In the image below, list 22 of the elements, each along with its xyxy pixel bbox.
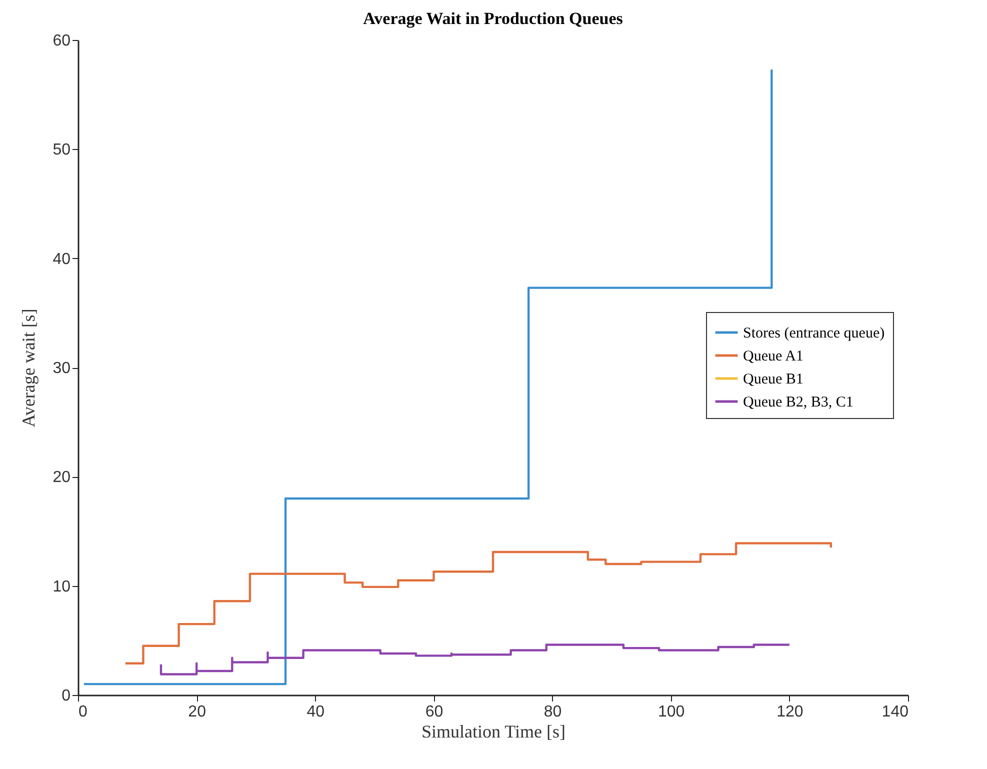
y-tick-label: 40 — [52, 250, 71, 268]
x-tick-label: 40 — [306, 704, 325, 720]
chart-title: Average Wait in Production Queues — [363, 9, 624, 28]
x-tick-label: 120 — [776, 704, 804, 720]
x-tick-label: 60 — [425, 704, 444, 720]
x-tick-label: 0 — [78, 704, 88, 720]
x-tick-label: 20 — [188, 704, 206, 720]
x-axis-title: Simulation Time [s] — [421, 722, 566, 742]
x-tick-label: 100 — [658, 704, 685, 720]
y-tick-label: 20 — [52, 469, 71, 486]
y-tick-label: 10 — [52, 578, 71, 596]
legend-label: Queue B2, B3, C1 — [743, 394, 854, 410]
legend-label: Queue B1 — [743, 372, 804, 388]
x-tick-label: 80 — [544, 704, 562, 720]
x-tick-label: 140 — [882, 704, 909, 720]
y-tick-label: 0 — [62, 688, 71, 704]
y-tick-label: 30 — [52, 360, 71, 377]
y-axis-title: Average wait [s] — [18, 308, 39, 428]
y-tick-label: 50 — [52, 142, 71, 159]
y-tick-label: 60 — [52, 32, 71, 50]
legend-label: Stores (entrance queue) — [743, 326, 885, 342]
legend-label: Queue A1 — [743, 348, 804, 364]
